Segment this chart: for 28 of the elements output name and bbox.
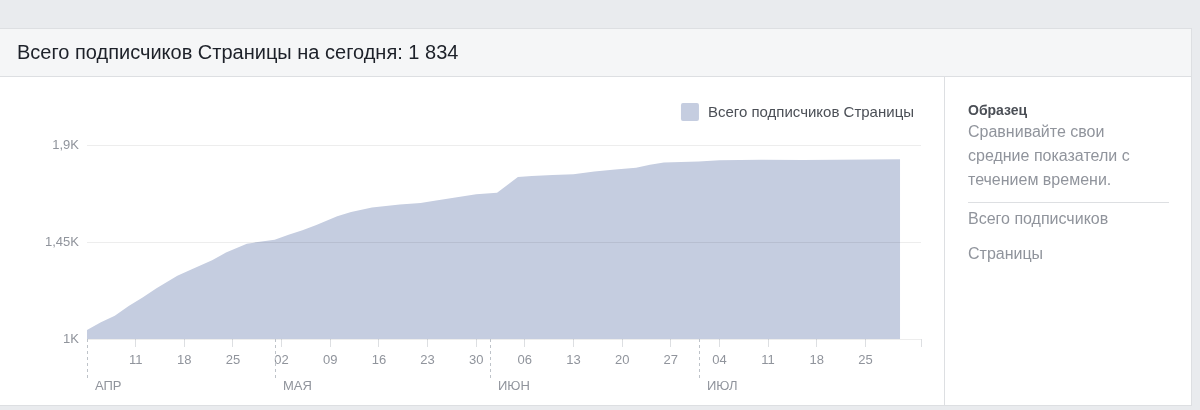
x-tick-label: 11 — [761, 352, 775, 368]
x-tick-label: 04 — [712, 352, 727, 368]
x-tick-label: 18 — [809, 352, 824, 368]
x-tick-label: 20 — [614, 352, 630, 368]
x-tick-label: 13 — [566, 352, 581, 368]
x-tick-label: 06 — [517, 352, 533, 368]
x-tick-label: 25 — [858, 352, 873, 368]
ref-line-label: АПР — [95, 377, 122, 393]
x-tick-label: 18 — [177, 352, 192, 368]
x-tick-label: 16 — [371, 352, 387, 368]
x-tick-label: 25 — [225, 352, 241, 368]
ref-line-label: МАЯ — [283, 377, 312, 393]
ref-line-label: ИЮН — [498, 377, 530, 393]
text: Всего подписчиков — [968, 209, 1109, 229]
x-tick-label: 11 — [128, 352, 143, 368]
y-tick-label: 1K — [63, 330, 80, 346]
text: Страницы — [968, 244, 1044, 264]
x-tick-label: 23 — [420, 352, 435, 368]
x-tick-label: 30 — [468, 352, 484, 368]
ref-line-label: ИЮЛ — [707, 377, 738, 393]
y-tick-label: 1,9K — [52, 136, 80, 152]
x-tick-label: 27 — [663, 352, 679, 368]
y-tick-label: 1,45K — [45, 233, 80, 249]
text: Сравнивайте свои средние показатели с течением времени. — [968, 122, 1131, 190]
legend-label: Всего подписчиков Страницы — [707, 103, 914, 121]
chart-title: Всего подписчиков Страницы на сегодня: 1 834 — [17, 40, 459, 64]
x-tick-label: 09 — [323, 352, 338, 368]
text: Образец — [968, 101, 1029, 119]
